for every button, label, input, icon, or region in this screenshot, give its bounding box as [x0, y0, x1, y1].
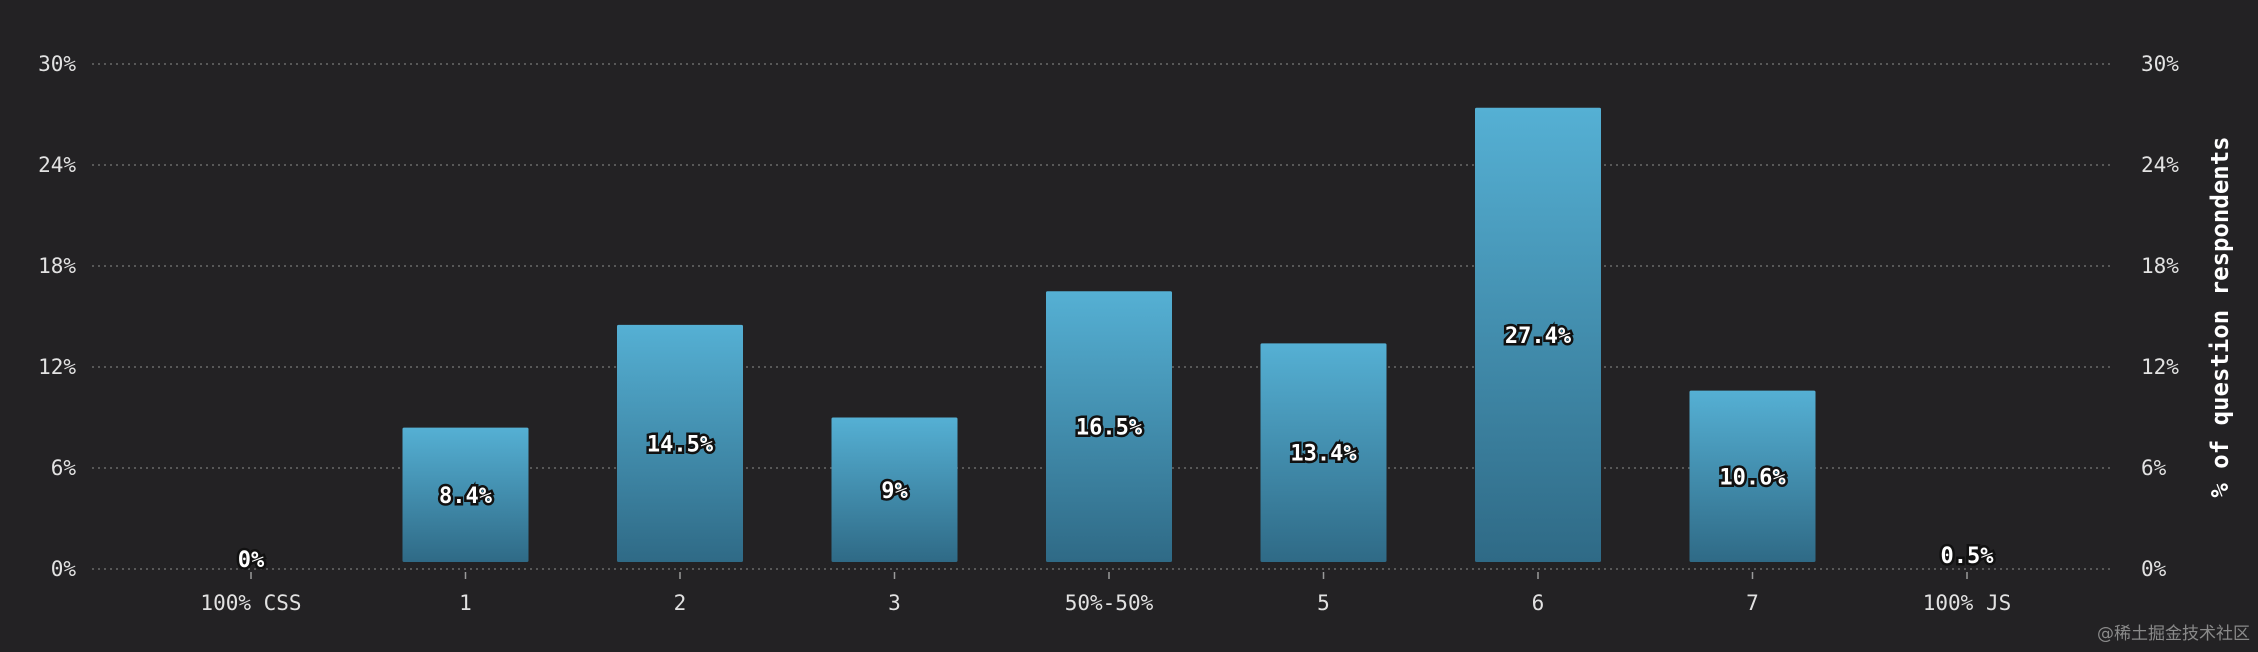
x-tick-label: 5 — [1317, 591, 1330, 615]
y-tick-label-right: 0% — [2141, 557, 2167, 581]
bar[interactable] — [617, 324, 743, 562]
y-tick-label-left: 18% — [38, 254, 76, 278]
y-tick-label-left: 6% — [51, 456, 77, 480]
x-tick-label: 100% JS — [1923, 591, 2012, 615]
data-label: 16.5% — [1076, 416, 1143, 441]
data-label: 0% — [238, 548, 265, 573]
data-label: 0.5% — [1941, 544, 1995, 569]
y-tick-label-left: 0% — [51, 557, 77, 581]
data-label: 13.4% — [1290, 442, 1357, 467]
bar[interactable] — [831, 417, 958, 563]
bar[interactable] — [1260, 343, 1387, 562]
x-tick-label: 6 — [1532, 591, 1545, 615]
bar[interactable] — [1475, 107, 1601, 563]
y-tick-label-left: 24% — [38, 153, 76, 177]
bar[interactable] — [402, 427, 529, 562]
watermark: @稀土掘金技术社区 — [2097, 624, 2250, 644]
bar[interactable] — [1689, 390, 1816, 562]
x-tick-label: 100% CSS — [200, 591, 301, 615]
x-tick-label: 2 — [674, 591, 687, 615]
data-label: 10.6% — [1719, 465, 1786, 490]
data-label: 9% — [881, 479, 908, 504]
y-tick-label-left: 12% — [38, 355, 76, 379]
data-label: 8.4% — [439, 484, 493, 509]
y-tick-label-right: 24% — [2141, 153, 2179, 177]
bars — [402, 107, 1816, 563]
data-label: 27.4% — [1505, 324, 1572, 349]
y-tick-label-right: 30% — [2141, 52, 2179, 76]
bar[interactable] — [1046, 291, 1172, 562]
x-tick-label: 3 — [888, 591, 901, 615]
x-axis-labels: 100% CSS 1 2 3 50%-50% 5 6 7 100% JS — [200, 572, 2011, 615]
data-label: 14.5% — [647, 432, 714, 457]
data-labels: 0% 8.4% 14.5% 9% 16.5% 13.4% 27.4% 10.6% 0.5% — [235, 321, 1996, 575]
y-tick-label-right: 18% — [2141, 254, 2179, 278]
x-tick-label: 1 — [459, 591, 472, 615]
y-tick-label-right: 6% — [2141, 456, 2167, 480]
y-axis-title: % of question respondents — [2206, 136, 2234, 497]
y-tick-label-left: 30% — [38, 52, 76, 76]
y-tick-label-right: 12% — [2141, 355, 2179, 379]
x-tick-label: 7 — [1746, 591, 1759, 615]
x-tick-label: 50%-50% — [1065, 591, 1154, 615]
y-axis-ticks: 0% 0% 6% 6% 12% 12% 18% 18% 24% 24% 30% 30% — [38, 52, 2179, 581]
